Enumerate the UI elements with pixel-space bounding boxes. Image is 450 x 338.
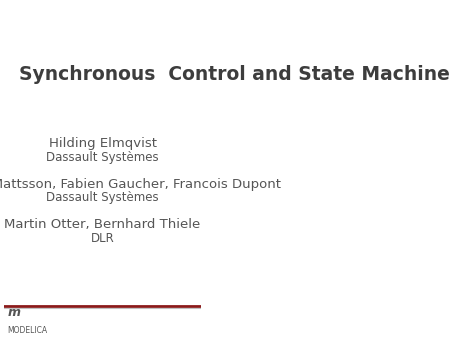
Text: Synchronous  Control and State Machines in Modelica: Synchronous Control and State Machines i…	[19, 65, 450, 84]
Text: Hilding Elmqvist: Hilding Elmqvist	[49, 137, 157, 150]
Text: m: m	[8, 307, 21, 319]
Text: Martin Otter, Bernhard Thiele: Martin Otter, Bernhard Thiele	[4, 218, 201, 231]
Text: Dassault Systèmes: Dassault Systèmes	[46, 191, 159, 204]
Text: MODELICA: MODELICA	[8, 325, 48, 335]
Text: DLR: DLR	[91, 232, 114, 245]
Text: Sven Erik Mattsson, Fabien Gaucher, Francois Dupont: Sven Erik Mattsson, Fabien Gaucher, Fran…	[0, 178, 280, 191]
Text: Dassault Systèmes: Dassault Systèmes	[46, 151, 159, 164]
